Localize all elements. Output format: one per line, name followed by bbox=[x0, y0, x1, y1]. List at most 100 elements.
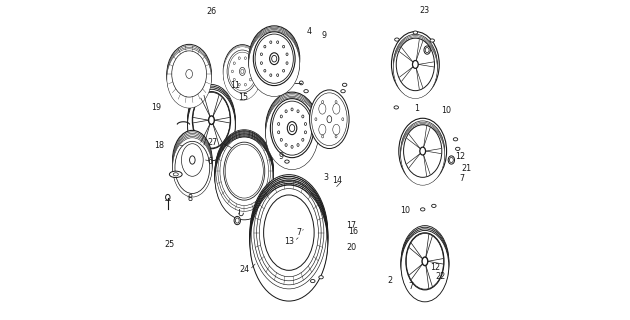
Ellipse shape bbox=[249, 78, 251, 81]
Ellipse shape bbox=[311, 279, 315, 283]
Ellipse shape bbox=[238, 83, 240, 86]
Ellipse shape bbox=[223, 46, 261, 99]
Ellipse shape bbox=[215, 133, 273, 216]
Ellipse shape bbox=[401, 226, 449, 297]
Ellipse shape bbox=[249, 26, 300, 92]
Ellipse shape bbox=[188, 84, 236, 156]
Ellipse shape bbox=[280, 138, 282, 141]
Ellipse shape bbox=[335, 100, 337, 103]
Ellipse shape bbox=[432, 204, 436, 207]
Ellipse shape bbox=[322, 135, 324, 138]
Ellipse shape bbox=[249, 28, 300, 94]
Ellipse shape bbox=[209, 116, 214, 124]
Ellipse shape bbox=[309, 90, 349, 148]
Ellipse shape bbox=[250, 182, 328, 298]
Ellipse shape bbox=[399, 118, 447, 184]
Ellipse shape bbox=[250, 183, 328, 299]
Text: 7: 7 bbox=[296, 228, 301, 237]
Ellipse shape bbox=[239, 68, 245, 76]
Ellipse shape bbox=[173, 132, 212, 191]
Ellipse shape bbox=[266, 92, 319, 164]
Ellipse shape bbox=[172, 51, 207, 97]
Ellipse shape bbox=[420, 208, 425, 211]
Ellipse shape bbox=[250, 185, 328, 301]
Ellipse shape bbox=[270, 74, 272, 76]
Ellipse shape bbox=[250, 180, 328, 296]
Ellipse shape bbox=[401, 229, 449, 300]
Ellipse shape bbox=[401, 227, 449, 299]
Ellipse shape bbox=[249, 30, 300, 95]
Ellipse shape bbox=[266, 96, 319, 168]
Ellipse shape bbox=[270, 99, 314, 158]
Ellipse shape bbox=[315, 118, 317, 121]
Ellipse shape bbox=[297, 144, 299, 147]
Ellipse shape bbox=[215, 132, 273, 215]
Text: 7: 7 bbox=[459, 174, 464, 183]
Ellipse shape bbox=[173, 136, 212, 196]
Ellipse shape bbox=[285, 144, 287, 147]
Text: 26: 26 bbox=[207, 7, 217, 16]
Ellipse shape bbox=[341, 90, 345, 93]
Ellipse shape bbox=[234, 216, 241, 225]
Ellipse shape bbox=[264, 69, 266, 72]
Text: 17: 17 bbox=[346, 221, 357, 230]
Text: 11: 11 bbox=[230, 81, 239, 90]
Ellipse shape bbox=[420, 147, 425, 155]
Ellipse shape bbox=[299, 81, 303, 85]
Ellipse shape bbox=[280, 115, 282, 118]
Ellipse shape bbox=[266, 95, 319, 167]
Ellipse shape bbox=[181, 144, 203, 176]
Ellipse shape bbox=[285, 160, 289, 163]
Ellipse shape bbox=[322, 100, 324, 103]
Ellipse shape bbox=[223, 45, 261, 98]
Ellipse shape bbox=[250, 176, 328, 292]
Text: 10: 10 bbox=[401, 206, 410, 215]
Text: 8: 8 bbox=[187, 194, 192, 203]
Ellipse shape bbox=[223, 47, 261, 100]
Ellipse shape bbox=[342, 118, 344, 121]
Ellipse shape bbox=[244, 57, 246, 60]
Text: 24: 24 bbox=[239, 265, 249, 275]
Ellipse shape bbox=[401, 230, 449, 302]
Ellipse shape bbox=[270, 53, 279, 65]
Text: 20: 20 bbox=[346, 243, 357, 252]
Ellipse shape bbox=[422, 257, 428, 266]
Ellipse shape bbox=[167, 44, 212, 104]
Ellipse shape bbox=[188, 86, 236, 157]
Ellipse shape bbox=[396, 38, 435, 91]
Ellipse shape bbox=[169, 171, 182, 178]
Ellipse shape bbox=[391, 32, 439, 97]
Ellipse shape bbox=[297, 110, 299, 113]
Ellipse shape bbox=[319, 276, 323, 279]
Ellipse shape bbox=[215, 135, 273, 218]
Ellipse shape bbox=[291, 108, 293, 111]
Ellipse shape bbox=[393, 38, 437, 99]
Ellipse shape bbox=[406, 233, 444, 290]
Text: 7: 7 bbox=[408, 282, 413, 291]
Text: 4: 4 bbox=[307, 28, 312, 36]
Ellipse shape bbox=[238, 57, 240, 60]
Ellipse shape bbox=[285, 110, 287, 113]
Ellipse shape bbox=[250, 178, 328, 294]
Ellipse shape bbox=[167, 49, 212, 108]
Text: 15: 15 bbox=[238, 93, 248, 102]
Ellipse shape bbox=[188, 88, 236, 159]
Ellipse shape bbox=[190, 156, 195, 164]
Ellipse shape bbox=[215, 134, 273, 217]
Ellipse shape bbox=[227, 50, 258, 93]
Ellipse shape bbox=[448, 156, 455, 164]
Ellipse shape bbox=[215, 136, 273, 219]
Ellipse shape bbox=[302, 115, 304, 118]
Ellipse shape bbox=[253, 32, 295, 85]
Ellipse shape bbox=[424, 46, 430, 54]
Ellipse shape bbox=[342, 83, 347, 86]
Text: 9: 9 bbox=[321, 31, 326, 40]
Ellipse shape bbox=[260, 62, 263, 64]
Ellipse shape bbox=[270, 41, 272, 44]
Text: 25: 25 bbox=[164, 240, 174, 249]
Text: 21: 21 bbox=[461, 164, 471, 173]
Ellipse shape bbox=[233, 78, 235, 81]
Ellipse shape bbox=[173, 138, 212, 197]
Ellipse shape bbox=[335, 135, 337, 138]
Ellipse shape bbox=[278, 123, 280, 125]
